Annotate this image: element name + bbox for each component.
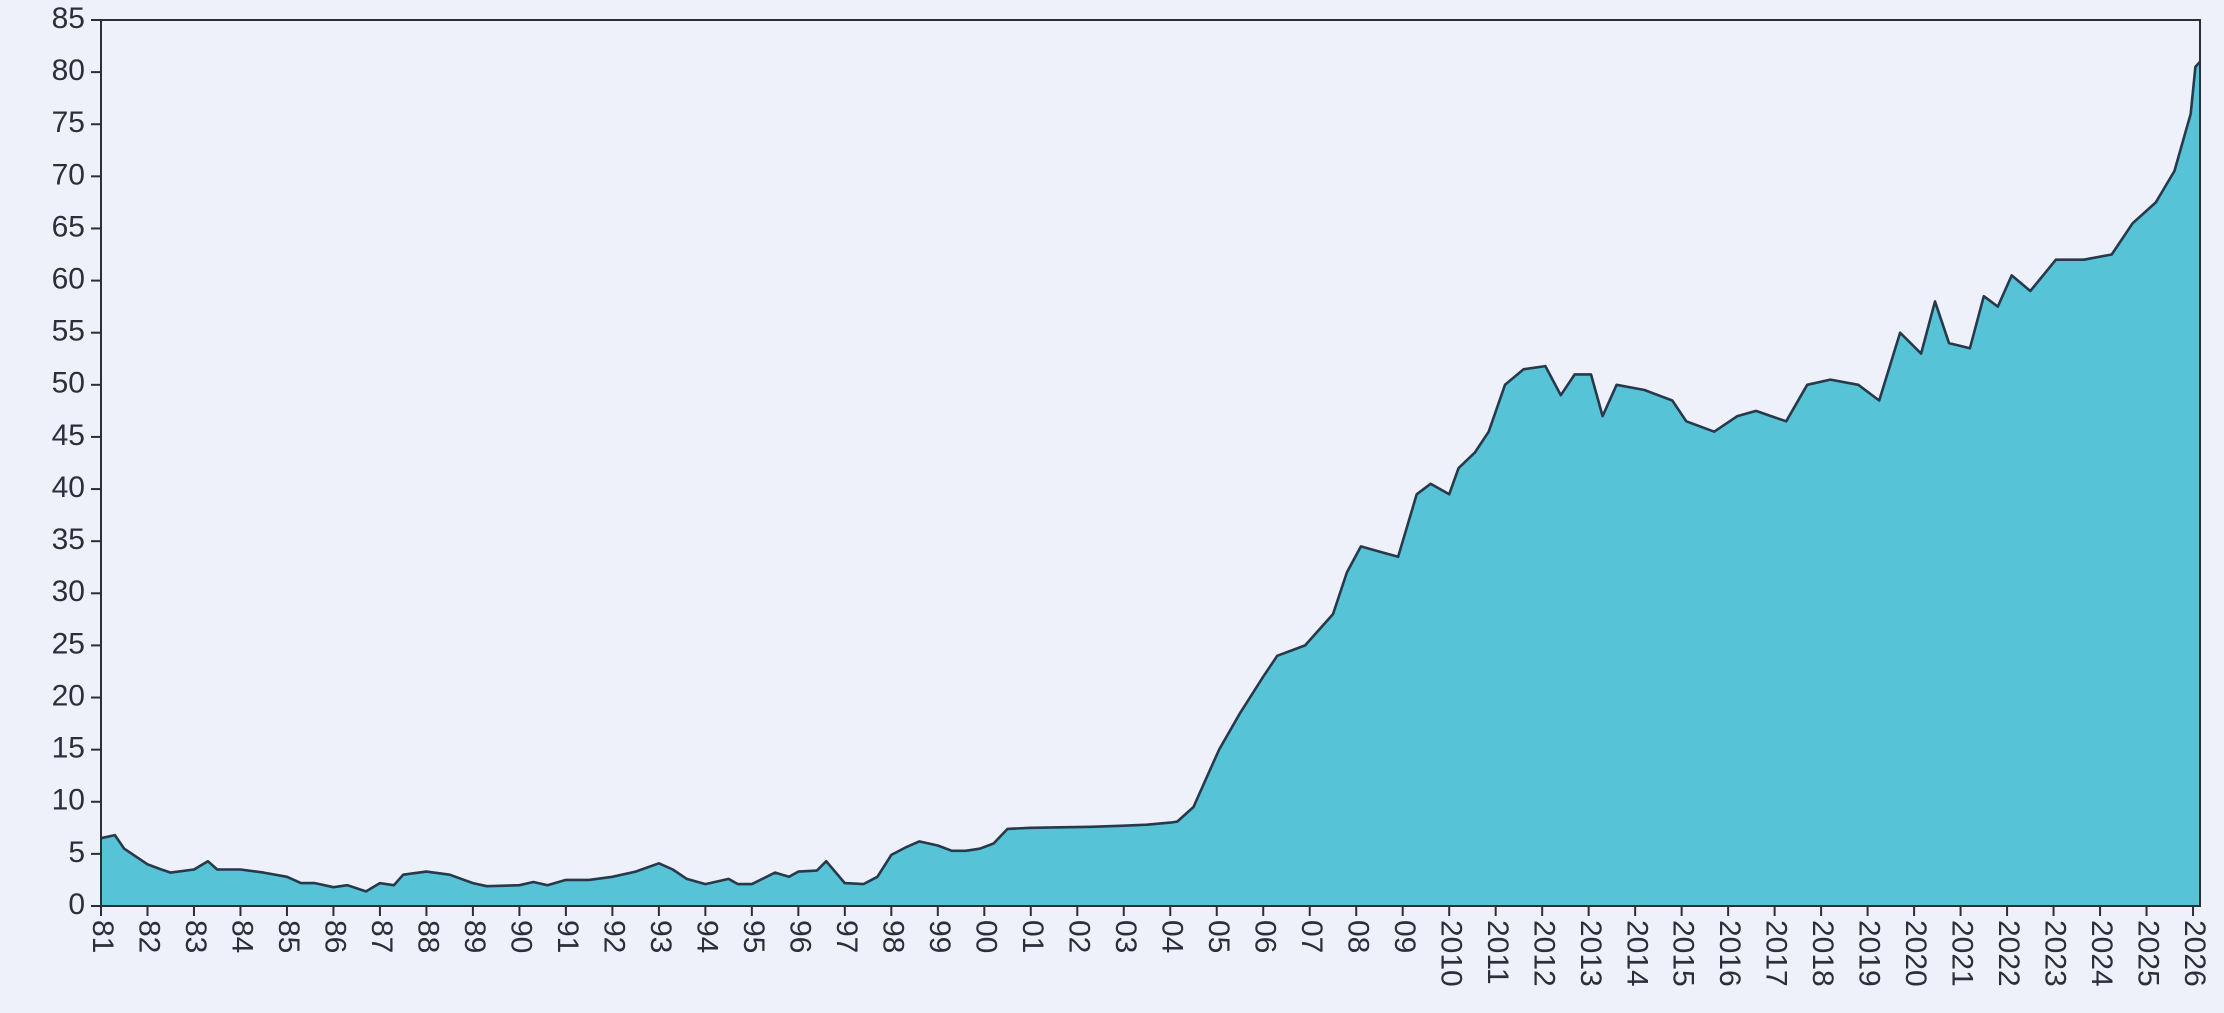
- x-tick-label: 86: [318, 920, 351, 953]
- x-tick-label: 2011: [1481, 920, 1514, 985]
- x-tick-label: 98: [876, 920, 909, 953]
- x-tick-label: 87: [365, 920, 398, 953]
- x-tick-label: 89: [458, 920, 491, 953]
- y-tick-label: 55: [52, 315, 85, 348]
- x-tick-label: 97: [830, 920, 863, 953]
- y-tick-label: 45: [52, 419, 85, 452]
- y-tick-label: 10: [52, 784, 85, 817]
- x-tick-label: 81: [86, 920, 119, 953]
- x-tick-label: 2013: [1574, 920, 1607, 987]
- x-tick-label: 2021: [1946, 920, 1979, 987]
- y-tick-label: 0: [68, 888, 85, 921]
- x-tick-label: 01: [1016, 920, 1049, 953]
- x-tick-label: 2017: [1760, 920, 1793, 987]
- x-tick-label: 2024: [2085, 920, 2118, 987]
- x-tick-label: 05: [1202, 920, 1235, 953]
- x-tick-label: 2016: [1713, 920, 1746, 987]
- x-tick-label: 06: [1248, 920, 1281, 953]
- x-tick-label: 96: [783, 920, 816, 953]
- x-tick-label: 83: [179, 920, 212, 953]
- x-tick-label: 2015: [1667, 920, 1700, 987]
- y-tick-label: 30: [52, 575, 85, 608]
- y-tick-label: 15: [52, 732, 85, 765]
- x-tick-label: 2010: [1434, 920, 1467, 987]
- plot-frame: [100, 19, 2201, 907]
- x-tick-label: 91: [551, 920, 584, 953]
- x-tick-label: 08: [1341, 920, 1374, 953]
- y-tick-label: 35: [52, 523, 85, 556]
- y-tick-label: 5: [68, 836, 85, 869]
- x-tick-label: 2023: [2039, 920, 2072, 987]
- y-tick-label: 40: [52, 471, 85, 504]
- x-tick-label: 99: [923, 920, 956, 953]
- x-tick-label: 90: [504, 920, 537, 953]
- x-tick-label: 2019: [1853, 920, 1886, 987]
- y-tick-label: 60: [52, 263, 85, 296]
- area-line: [100, 60, 2201, 893]
- x-tick-label: 95: [737, 920, 770, 953]
- y-tick-label: 75: [52, 106, 85, 139]
- x-tick-label: 2026: [2178, 920, 2211, 987]
- x-tick-label: 93: [644, 920, 677, 953]
- x-tick-label: 84: [226, 920, 259, 953]
- y-tick-label: 80: [52, 54, 85, 87]
- y-tick-label: 25: [52, 627, 85, 660]
- x-tick-label: 85: [272, 920, 305, 953]
- y-tick-label: 20: [52, 679, 85, 712]
- x-tick-label: 2018: [1806, 920, 1839, 987]
- x-tick-label: 82: [133, 920, 166, 953]
- y-tick-label: 50: [52, 367, 85, 400]
- x-tick-label: 2014: [1620, 920, 1653, 987]
- y-tick-label: 85: [52, 2, 85, 35]
- x-tick-label: 94: [690, 920, 723, 953]
- x-tick-label: 2012: [1527, 920, 1560, 987]
- x-tick-label: 02: [1062, 920, 1095, 953]
- x-tick-label: 04: [1155, 920, 1188, 953]
- x-tick-label: 2020: [1899, 920, 1932, 987]
- x-tick-label: 2022: [1992, 920, 2025, 987]
- y-tick-label: 65: [52, 210, 85, 243]
- x-tick-label: 09: [1388, 920, 1421, 953]
- x-tick-label: 2025: [2132, 920, 2165, 987]
- x-tick-label: 07: [1295, 920, 1328, 953]
- y-tick-label: 70: [52, 158, 85, 191]
- x-tick-label: 92: [597, 920, 630, 953]
- x-tick-label: 03: [1109, 920, 1142, 953]
- x-tick-label: 88: [411, 920, 444, 953]
- area-fill: [101, 61, 2200, 906]
- x-tick-label: 00: [969, 920, 1002, 953]
